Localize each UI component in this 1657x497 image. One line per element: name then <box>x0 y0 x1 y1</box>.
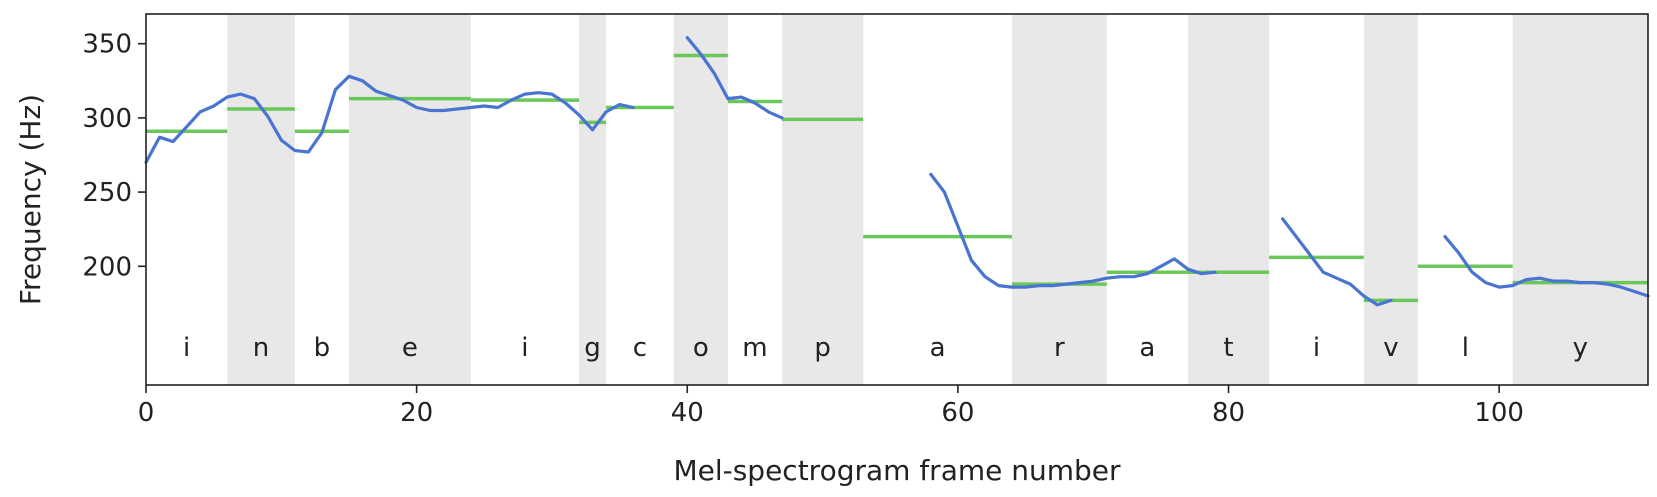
phone-shade-band <box>579 14 607 385</box>
phone-label: r <box>1054 333 1065 363</box>
phone-label: a <box>930 333 946 363</box>
f0-line-segment <box>929 172 1217 289</box>
x-tick-label: 40 <box>671 398 704 428</box>
phone-label: y <box>1573 333 1588 363</box>
y-tick-label: 350 <box>82 30 132 60</box>
phone-shade-band <box>1187 14 1270 385</box>
phone-shade-band <box>781 14 864 385</box>
y-axis-label: Frequency (Hz) <box>14 94 47 305</box>
phone-label: i <box>521 333 528 363</box>
phone-label: n <box>253 333 269 363</box>
f0-line-segment <box>1281 217 1393 307</box>
y-tick-label: 250 <box>82 178 132 208</box>
phone-shade-band <box>673 14 728 385</box>
y-tick-label: 200 <box>82 252 132 282</box>
phone-shade-band <box>1363 14 1418 385</box>
phone-shade-layer <box>227 14 1648 385</box>
x-axis-label: Mel-spectrogram frame number <box>673 454 1121 487</box>
x-tick-label: 60 <box>941 398 974 428</box>
phone-label: o <box>693 333 709 363</box>
phone-label: g <box>584 333 601 363</box>
f0-line-layer <box>144 36 1650 307</box>
phone-label: l <box>1462 333 1469 363</box>
phone-shade-band <box>227 14 295 385</box>
x-tick-label: 100 <box>1474 398 1524 428</box>
x-tick-label: 20 <box>400 398 433 428</box>
x-tick-label: 80 <box>1212 398 1245 428</box>
phone-label: e <box>402 333 418 363</box>
phone-label: b <box>314 333 331 363</box>
f0-line-segment <box>144 74 635 164</box>
phone-label: i <box>183 333 190 363</box>
phone-label: p <box>814 333 831 363</box>
tick-layer: 0 20 40 60 80 100 200 250 300 350 <box>82 30 1524 428</box>
x-tick-label: 0 <box>138 398 155 428</box>
phone-label: a <box>1139 333 1155 363</box>
phone-label: c <box>633 333 647 363</box>
phone-label: t <box>1223 333 1233 363</box>
f0-line-segment <box>685 36 784 120</box>
y-tick-label: 300 <box>82 104 132 134</box>
phone-label: v <box>1383 333 1398 363</box>
plot-frame <box>145 13 1649 386</box>
phone-label: i <box>1313 333 1320 363</box>
phone-label: m <box>742 333 767 363</box>
phone-shade-band <box>1512 14 1648 385</box>
phone-shade-band <box>1012 14 1107 385</box>
f0-line-segment <box>1443 235 1650 298</box>
phone-shade-band <box>348 14 471 385</box>
